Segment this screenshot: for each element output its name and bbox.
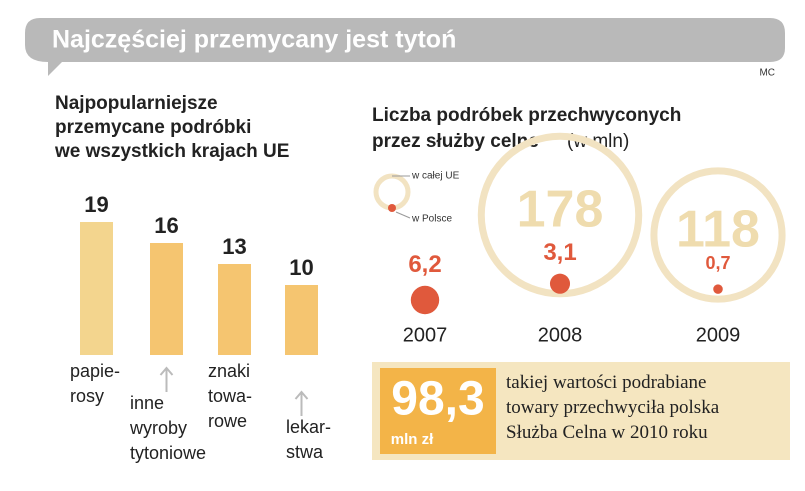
page-title: Najczęściej przemycany jest tytoń — [52, 26, 456, 54]
credit: MC — [759, 68, 775, 79]
year-label: 2007 — [403, 324, 448, 346]
category-label: znaki towa-rowe — [208, 361, 252, 431]
category-label: inne wyroby tytoniowe — [129, 393, 206, 463]
bar — [285, 285, 318, 355]
value-label: 13 — [222, 234, 246, 259]
bar-chart-title: Najpopularniejsze przemycane podróbki we w… — [54, 93, 289, 162]
pl-circle — [713, 284, 723, 294]
arrow — [159, 366, 174, 392]
arrow — [294, 390, 309, 416]
title-banner — [25, 18, 785, 76]
callout-value: 98,3 — [391, 373, 484, 426]
eu-value-label: 118 — [676, 201, 760, 259]
pl-value-label: 0,7 — [705, 253, 730, 273]
year-label: 2008 — [538, 324, 583, 346]
callout-highlight — [380, 368, 496, 454]
legend-leader — [395, 211, 411, 219]
category-label: lekar-stwa — [286, 417, 331, 462]
legend-pl-swatch — [388, 204, 396, 212]
category-label: papie-rosy — [70, 361, 120, 406]
callout-unit: mln zł — [391, 431, 434, 448]
value-label: 10 — [289, 255, 313, 280]
legend-label: w Polsce — [411, 214, 452, 225]
bubble-chart-title: Liczba podróbek przechwyconych przez służ… — [372, 105, 681, 152]
eu-value-label: 178 — [517, 181, 604, 239]
bar — [218, 264, 251, 355]
pl-value-label: 6,2 — [408, 251, 441, 278]
bar — [80, 222, 113, 355]
pl-circle — [549, 273, 571, 294]
value-label: 19 — [84, 192, 108, 217]
legend-eu-swatch — [373, 173, 411, 211]
pl-value-label: 3,1 — [543, 239, 576, 266]
value-label: 16 — [154, 213, 178, 238]
callout-text: takiej wartości podrabiane towary przechw… — [506, 372, 720, 443]
eu-circle — [650, 167, 786, 303]
year-label: 2009 — [696, 324, 741, 346]
bar — [150, 243, 183, 355]
pl-circle — [410, 285, 440, 315]
legend-label: w całej UE — [411, 171, 460, 182]
